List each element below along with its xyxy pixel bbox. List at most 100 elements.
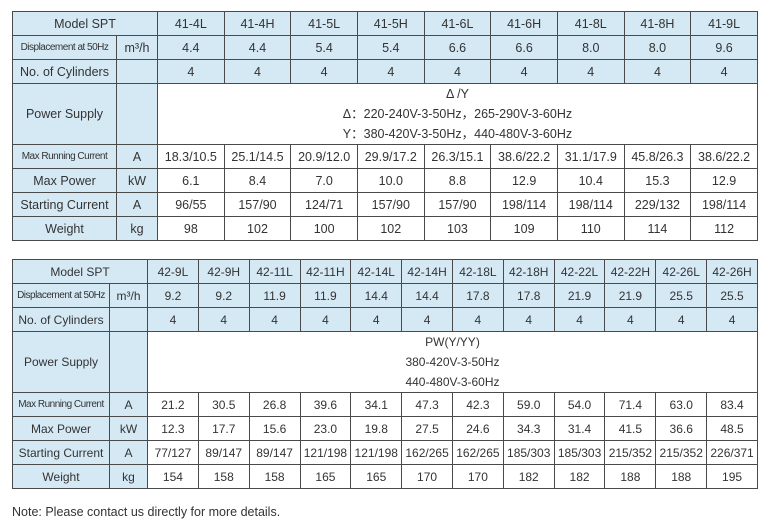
cell-value: 5.4	[290, 35, 358, 60]
power-supply-line: Δ：220-240V-3-50Hz，265-290V-3-60Hz	[342, 107, 573, 121]
cell-value: 12.3	[147, 416, 199, 441]
cell-value: 12.9	[690, 168, 758, 193]
cell-value: 215/352	[655, 440, 708, 465]
spec-row: Max Running Current A 21.2 30.5 26.8 39.6 34.1…	[12, 392, 758, 417]
row-label: Displacement at 50Hz	[12, 283, 110, 308]
model-name: 42-26L	[655, 259, 708, 284]
cell-value: 4	[350, 307, 403, 332]
cell-value: 215/352	[604, 440, 657, 465]
cell-value: 4	[706, 307, 758, 332]
cell-value: 9.2	[147, 283, 199, 308]
spec-row: No. of Cylinders 4 4 4 4 4 4 4 4 4	[12, 59, 758, 84]
cell-value: 27.5	[401, 416, 453, 441]
cell-value: 182	[553, 464, 606, 489]
cell-value: 9.2	[197, 283, 250, 308]
header-row: Model SPT 41-4L 41-4H 41-5L 41-5H 41-6L 41-6H 4…	[12, 11, 758, 36]
cell-value: 10.0	[356, 168, 425, 193]
model-name: 41-5L	[290, 11, 358, 36]
model-name: 41-9L	[690, 11, 758, 36]
cell-value: 158	[197, 464, 250, 489]
cell-value: 4	[655, 307, 708, 332]
model-name: 42-11L	[248, 259, 301, 284]
cell-value: 198/114	[490, 192, 558, 217]
cell-value: 121/198	[299, 440, 352, 465]
cell-value: 8.0	[556, 35, 625, 60]
model-name: 41-4H	[223, 11, 292, 36]
cell-value: 42.3	[451, 392, 504, 417]
row-label: Starting Current	[12, 440, 110, 465]
power-supply-line: PW(Y/YY)	[425, 335, 480, 349]
cell-value: 162/265	[401, 440, 453, 465]
cell-value: 198/114	[690, 192, 758, 217]
cell-value: 10.4	[556, 168, 625, 193]
row-label: Weight	[12, 216, 117, 241]
cell-value: 24.6	[451, 416, 504, 441]
cell-value: 4	[502, 307, 555, 332]
cell-value: 4	[290, 59, 358, 84]
cell-value: 25.5	[706, 283, 758, 308]
cell-value: 4	[157, 59, 225, 84]
row-label: Displacement at 50Hz	[12, 35, 117, 60]
spec-row: Displacement at 50Hz m³/h 9.2 9.2 11.9 11.9 14…	[12, 283, 758, 308]
row-unit: m³/h	[116, 35, 158, 60]
cell-value: 38.6/22.2	[690, 144, 758, 169]
cell-value: 71.4	[604, 392, 657, 417]
cell-value: 83.4	[706, 392, 758, 417]
row-unit: A	[108, 440, 149, 465]
power-supply-line: 440-480V-3-60Hz	[405, 375, 500, 389]
spec-row: Starting Current A 77/127 89/147 89/147 121/1…	[12, 440, 758, 465]
cell-value: 4	[690, 59, 758, 84]
row-label: Weight	[12, 464, 110, 489]
cell-value: 185/303	[502, 440, 555, 465]
cell-value: 109	[490, 216, 558, 241]
model-name: 42-26H	[706, 259, 758, 284]
cell-value: 63.0	[655, 392, 708, 417]
cell-value: 14.4	[350, 283, 403, 308]
cell-value: 154	[147, 464, 199, 489]
cell-value: 36.6	[655, 416, 708, 441]
power-supply-row: Power Supply Δ /Y Δ：220-240V-3-50Hz，265-29…	[12, 83, 758, 145]
spec-row: Max Running Current A 18.3/10.5 25.1/14.5 20…	[12, 144, 758, 169]
cell-value: 188	[655, 464, 708, 489]
spec-table-42-series: Model SPT 42-9L 42-9H 42-11L 42-11H 42-14L 42-…	[11, 259, 758, 489]
cell-value: 89/147	[248, 440, 301, 465]
cell-value: 11.9	[248, 283, 301, 308]
cell-value: 19.8	[350, 416, 403, 441]
power-supply-line: 380-420V-3-50Hz	[405, 355, 500, 369]
model-label: Model SPT	[11, 259, 149, 284]
spec-row: Max Power kW 6.1 8.4 7.0 10.0 8.8 12.9 10.4 15.3 1…	[12, 168, 758, 193]
cell-value: 170	[451, 464, 504, 489]
row-unit: kW	[108, 416, 149, 441]
cell-value: 182	[502, 464, 555, 489]
model-name: 42-18H	[502, 259, 555, 284]
row-label: Max Running Current	[12, 392, 110, 417]
cell-value: 18.3/10.5	[157, 144, 225, 169]
power-supply-line: Δ /Y	[445, 87, 469, 101]
cell-value: 31.1/17.9	[556, 144, 625, 169]
cell-value: 102	[223, 216, 292, 241]
cell-value: 4	[223, 59, 292, 84]
power-supply-row: Power Supply PW(Y/YY) 380-420V-3-50Hz 440-4…	[12, 331, 758, 393]
cell-value: 188	[604, 464, 657, 489]
model-name: 42-9H	[197, 259, 250, 284]
row-label: No. of Cylinders	[12, 307, 110, 332]
cell-value: 102	[356, 216, 425, 241]
row-label: Starting Current	[12, 192, 117, 217]
cell-value: 4	[356, 59, 425, 84]
spec-row: Max Power kW 12.3 17.7 15.6 23.0 19.8 27.5 24.6 3…	[12, 416, 758, 441]
cell-value: 121/198	[350, 440, 403, 465]
model-name: 42-18L	[451, 259, 504, 284]
cell-value: 14.4	[401, 283, 453, 308]
cell-value: 26.8	[248, 392, 301, 417]
model-name: 42-14H	[401, 259, 453, 284]
spec-row: Weight kg 154 158 158 165 165 170 170 182 182 188 18…	[12, 464, 758, 489]
cell-value: 8.8	[423, 168, 492, 193]
spec-row: Displacement at 50Hz m³/h 4.4 4.4 5.4 5.4 6.6 6…	[12, 35, 758, 60]
header-row: Model SPT 42-9L 42-9H 42-11L 42-11H 42-14L 42-…	[11, 259, 758, 284]
cell-value: 6.6	[490, 35, 558, 60]
cell-value: 48.5	[706, 416, 758, 441]
cell-value: 98	[157, 216, 225, 241]
cell-value: 54.0	[553, 392, 606, 417]
cell-value: 4	[423, 59, 492, 84]
cell-value: 17.8	[451, 283, 504, 308]
